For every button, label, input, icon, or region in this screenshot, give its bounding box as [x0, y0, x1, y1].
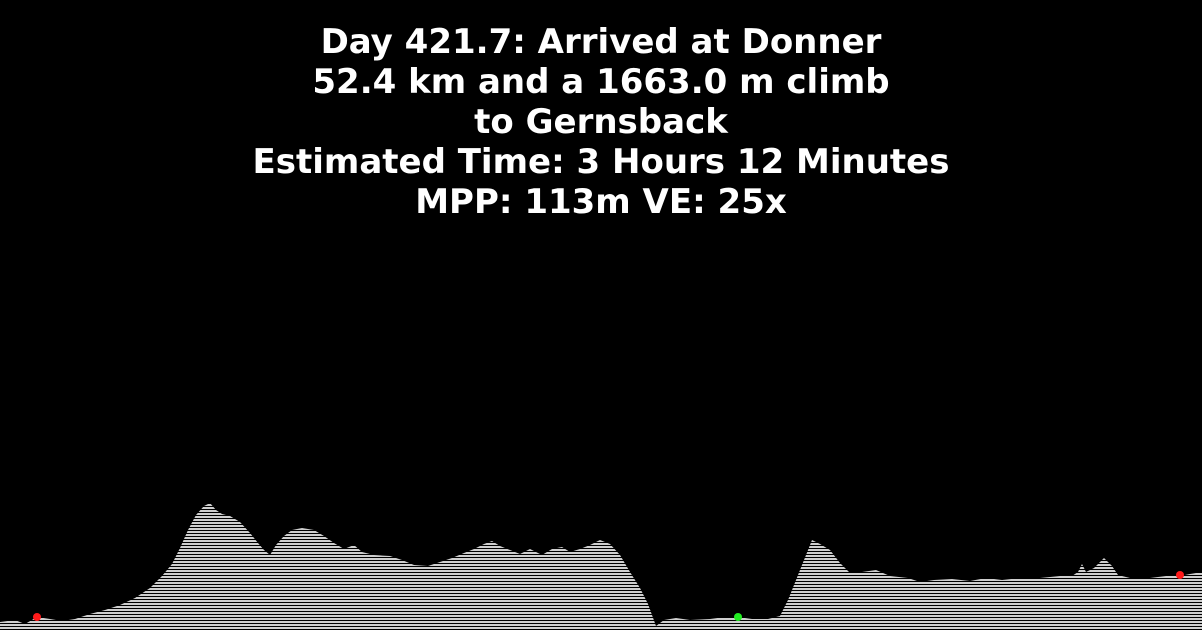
terrain-area [0, 503, 1202, 630]
current-position-marker-icon [734, 613, 742, 621]
end-marker-icon [1176, 571, 1184, 579]
start-marker-icon [33, 613, 41, 621]
